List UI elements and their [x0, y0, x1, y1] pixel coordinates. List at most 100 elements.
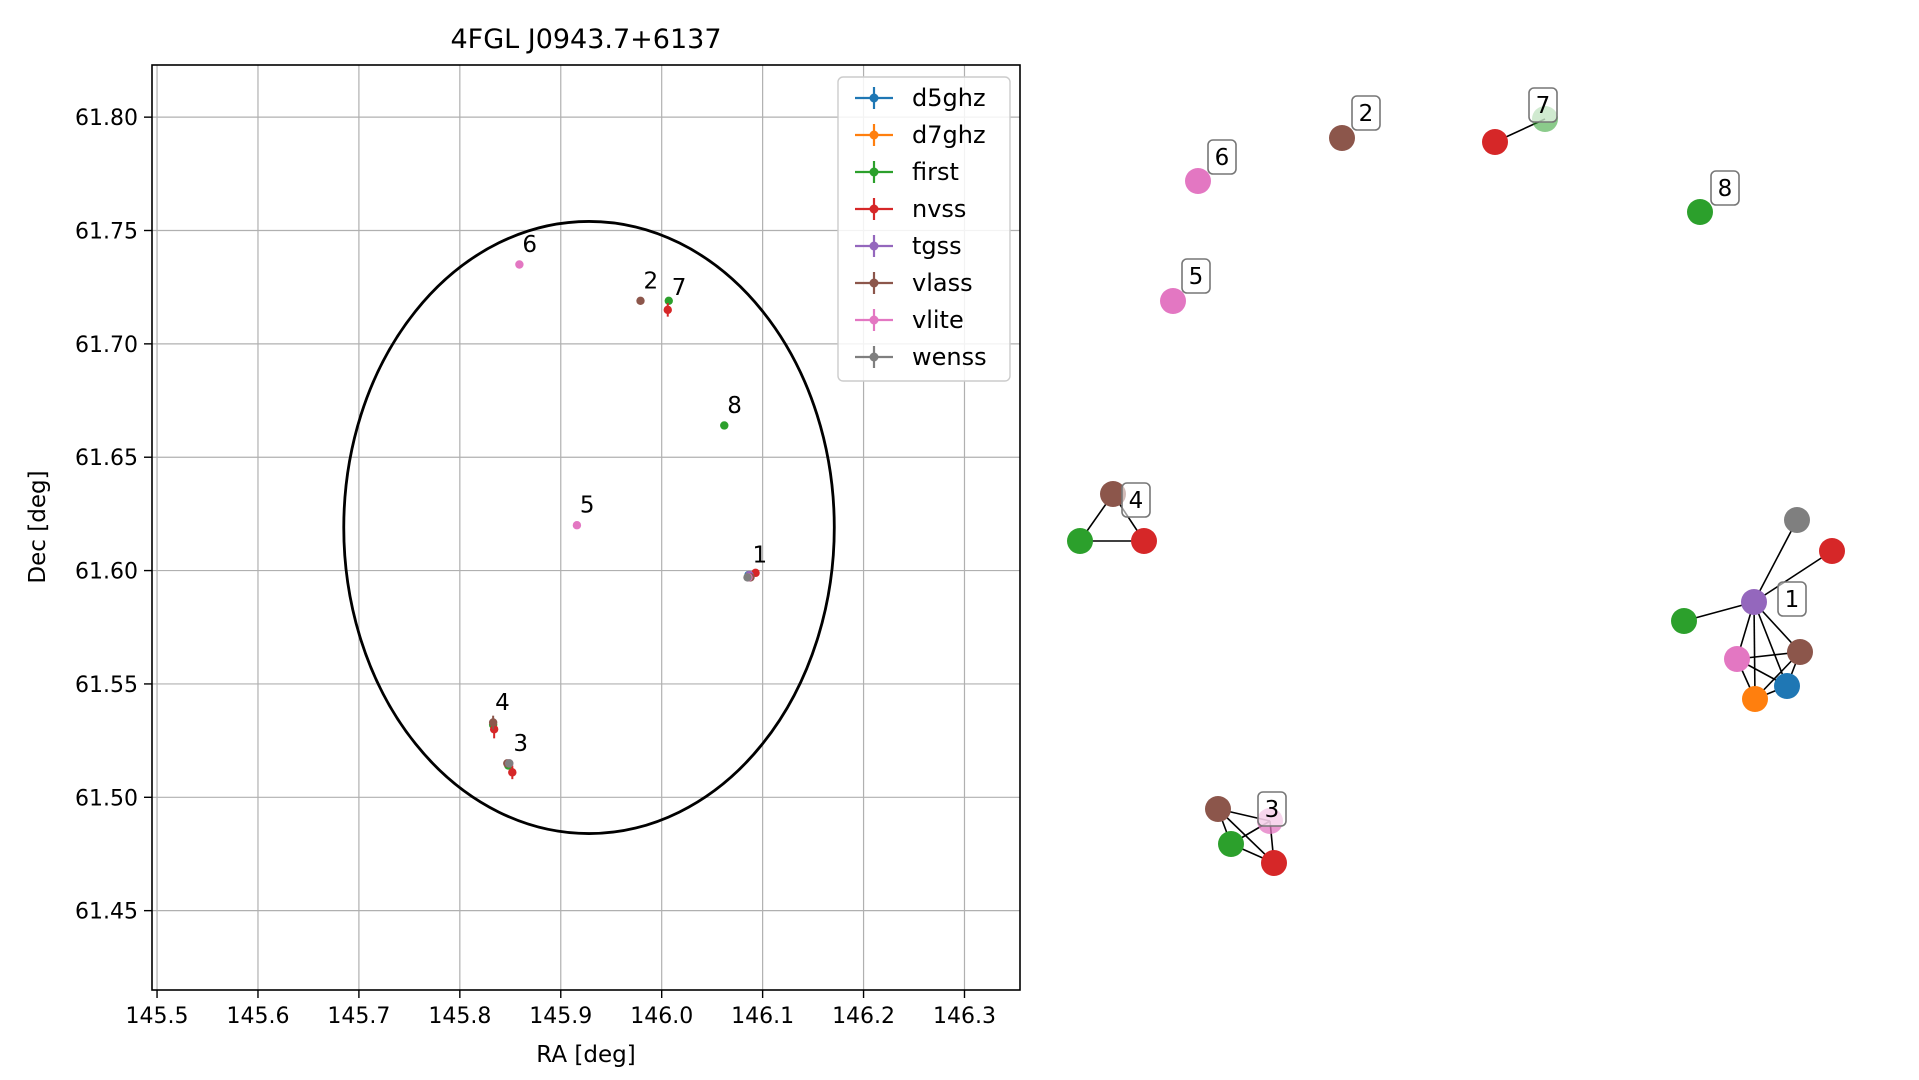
- graph-node-1-first: [1671, 608, 1697, 634]
- group-label: 8: [1718, 176, 1733, 202]
- graph-node-3-first: [1218, 831, 1244, 857]
- x-tick-label: 145.6: [226, 1004, 289, 1029]
- graph-node-6-vlite: [1185, 168, 1211, 194]
- graph-node-5-vlite: [1160, 288, 1186, 314]
- graph-node-1-nvss: [1819, 538, 1845, 564]
- legend-marker-d7ghz: [869, 130, 879, 140]
- graph-node-1-vlite: [1724, 646, 1750, 672]
- legend-label-d7ghz: d7ghz: [912, 121, 986, 149]
- localization-ellipse: [342, 220, 836, 835]
- graph-node-1-tgss: [1741, 589, 1767, 615]
- x-tick-label: 145.7: [327, 1004, 390, 1029]
- group-label-box: [1257, 791, 1287, 827]
- x-tick-label: 145.5: [126, 1004, 189, 1029]
- y-tick-label: 61.50: [75, 786, 138, 811]
- x-tick-label: 146.1: [731, 1004, 794, 1029]
- y-tick-label: 61.45: [75, 900, 138, 925]
- first-point: [664, 296, 673, 305]
- y-tick-label: 61.55: [75, 673, 138, 698]
- x-tick-label: 146.3: [933, 1004, 996, 1029]
- x-tick-label: 145.9: [529, 1004, 592, 1029]
- group-label: 7: [1536, 93, 1551, 119]
- point-annotation: 3: [513, 731, 528, 757]
- legend-marker-vlite: [869, 315, 879, 325]
- graph-edge: [1753, 601, 1756, 700]
- graph-node-2-vlass: [1329, 125, 1355, 151]
- graph-node-8-first: [1687, 199, 1713, 225]
- wenss-point: [743, 573, 752, 582]
- group-label-box: [1351, 95, 1381, 131]
- legend-label-vlite: vlite: [912, 306, 964, 334]
- nvss-point: [663, 305, 672, 315]
- legend-label-d5ghz: d5ghz: [912, 84, 986, 112]
- first-point: [720, 421, 729, 430]
- vlass-point: [636, 296, 645, 305]
- legend-label-tgss: tgss: [912, 232, 962, 260]
- legend-marker-tgss: [869, 241, 879, 251]
- annotations: 1 2 34 5 6 7 8: [495, 232, 767, 757]
- legend: d5ghz d7ghz first nvss tgss vlass vlite wenss: [837, 76, 1011, 382]
- legend-marker-first: [869, 167, 879, 177]
- graph-node-1-d5ghz: [1774, 673, 1800, 699]
- vlass-point: [488, 718, 498, 727]
- x-axis-label: RA [deg]: [536, 1042, 635, 1068]
- point-annotation: 6: [522, 232, 537, 258]
- graph-node-1-wenss: [1784, 507, 1810, 533]
- legend-label-first: first: [912, 158, 959, 186]
- network-graph: 1 2 3 4 5 6 7 8: [1067, 87, 1845, 876]
- y-tick-label: 61.80: [75, 106, 138, 131]
- legend-frame: [837, 76, 1011, 382]
- group-label: 5: [1189, 264, 1204, 290]
- graph-node-1-d7ghz: [1742, 686, 1768, 712]
- graph-node-3-nvss: [1261, 850, 1287, 876]
- group-label: 3: [1265, 797, 1280, 823]
- legend-marker-vlass: [869, 278, 879, 288]
- legend-marker-d5ghz: [869, 93, 879, 103]
- graph-node-4-first: [1067, 528, 1093, 554]
- legend-marker-wenss: [869, 352, 879, 362]
- y-axis-ticks: 61.45 61.50 61.55 61.60 61.65 61.70 61.75 61.80: [75, 106, 152, 925]
- group-label-box: [1777, 581, 1807, 617]
- point-annotation: 8: [727, 393, 742, 419]
- graph-node-4-nvss: [1131, 528, 1157, 554]
- group-label-box: [1121, 482, 1151, 518]
- y-axis-label: Dec [deg]: [25, 470, 51, 583]
- graph-node-7-nvss: [1482, 129, 1508, 155]
- group-label: 6: [1215, 145, 1230, 171]
- point-annotation: 4: [495, 690, 510, 716]
- nvss-point: [508, 768, 517, 777]
- group-label-box: [1710, 170, 1740, 206]
- legend-marker-nvss: [869, 204, 879, 214]
- graph-edge: [1753, 519, 1798, 603]
- legend-label-nvss: nvss: [912, 195, 966, 223]
- x-tick-label: 146.0: [630, 1004, 693, 1029]
- point-annotation: 1: [753, 543, 768, 569]
- nvss-point: [489, 725, 499, 734]
- point-annotation: 2: [644, 268, 659, 294]
- plot-frame: [151, 64, 1021, 991]
- data-points: [488, 260, 760, 780]
- group-label-box: [1181, 258, 1211, 294]
- graph-group-labels: 1 2 3 4 5 6 7 8: [1121, 87, 1807, 827]
- x-tick-label: 146.2: [832, 1004, 895, 1029]
- group-label-box: [1207, 139, 1237, 175]
- legend-label-vlass: vlass: [912, 269, 973, 297]
- y-tick-label: 61.65: [75, 446, 138, 471]
- group-label: 2: [1359, 101, 1374, 127]
- y-tick-label: 61.75: [75, 220, 138, 245]
- chart-title: 4FGL J0943.7+6137: [450, 24, 721, 55]
- x-tick-label: 145.8: [428, 1004, 491, 1029]
- graph-node-3-vlass: [1205, 796, 1231, 822]
- point-annotation: 5: [580, 493, 595, 519]
- graph-edge: [1753, 550, 1833, 603]
- wenss-point: [505, 759, 514, 768]
- graph-nodes: [1067, 106, 1845, 876]
- x-axis-ticks: 145.5 145.6 145.7 145.8 145.9 146.0 146.1 146.2…: [126, 990, 996, 1029]
- graph-node-1-vlass: [1787, 639, 1813, 665]
- group-label: 1: [1785, 587, 1800, 613]
- localization-ellipse-layer: [342, 220, 836, 835]
- group-label: 4: [1129, 488, 1144, 514]
- vlite-point: [572, 521, 582, 530]
